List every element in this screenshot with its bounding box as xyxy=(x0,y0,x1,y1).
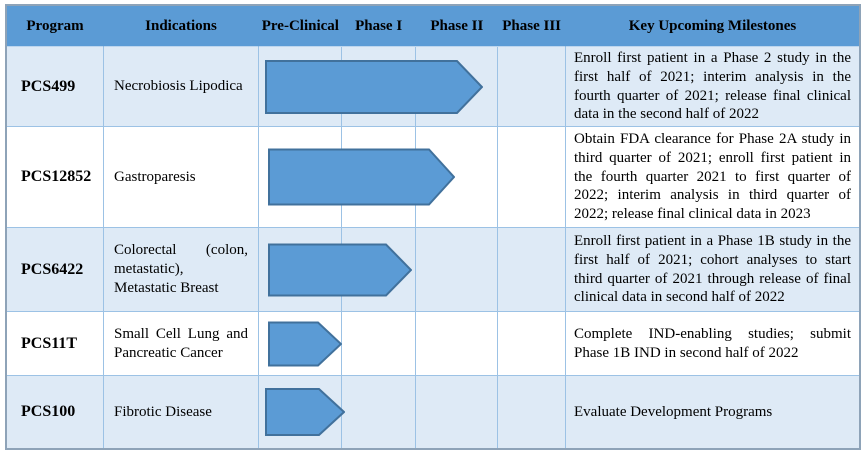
table-row: PCS12852 Gastroparesis Obtain FDA cleara… xyxy=(7,127,859,228)
indication-cell: Necrobiosis Lipodica xyxy=(104,47,259,127)
indication-cell: Colorectal (colon, metastatic), Metastat… xyxy=(104,228,259,312)
milestone-text: Complete IND-enabling studies; submit Ph… xyxy=(574,325,851,361)
phase-track xyxy=(259,127,566,228)
pipeline-progress-arrow xyxy=(265,59,483,114)
program-cell: PCS6422 xyxy=(7,228,104,312)
header-phase-columns: Pre-Clinical Phase I Phase II Phase III xyxy=(259,6,566,47)
table-row: PCS6422 Colorectal (colon, metastatic), … xyxy=(7,228,859,312)
program-cell: PCS499 xyxy=(7,47,104,127)
program-cell: PCS100 xyxy=(7,376,104,448)
phase-track xyxy=(259,312,566,376)
milestone-cell: Obtain FDA clearance for Phase 2A study … xyxy=(566,127,859,228)
pipeline-progress-arrow xyxy=(268,243,412,296)
header-cell-milestones: Key Upcoming Milestones xyxy=(566,6,859,47)
program-cell: PCS12852 xyxy=(7,127,104,228)
indication-cell: Small Cell Lung and Pancreatic Cancer xyxy=(104,312,259,376)
table-row: PCS11T Small Cell Lung and Pancreatic Ca… xyxy=(7,312,859,376)
header-label: Program xyxy=(26,17,84,34)
table-row: PCS499 Necrobiosis Lipodica Enroll first… xyxy=(7,47,859,127)
header-label: Phase I xyxy=(355,17,403,34)
milestone-cell: Complete IND-enabling studies; submit Ph… xyxy=(566,312,859,376)
header-label: Phase III xyxy=(502,17,561,34)
header-cell-phase2: Phase II xyxy=(416,6,499,46)
header-cell-preclinical: Pre-Clinical xyxy=(259,6,342,46)
milestone-cell: Enroll first patient in a Phase 1B study… xyxy=(566,228,859,312)
milestone-text: Enroll first patient in a Phase 1B study… xyxy=(574,232,851,306)
header-cell-phase3: Phase III xyxy=(498,6,565,46)
indication-text: Colorectal (colon, metastatic), Metastat… xyxy=(114,242,248,296)
pipeline-progress-arrow xyxy=(268,148,455,206)
phase-track xyxy=(259,376,566,448)
milestone-text: Enroll first patient in a Phase 2 study … xyxy=(574,49,851,123)
indication-text: Necrobiosis Lipodica xyxy=(114,78,243,95)
milestone-cell: Evaluate Development Programs xyxy=(566,376,859,448)
header-label: Pre-Clinical xyxy=(261,17,339,34)
header-row: Program Indications Pre-Clinical Phase I… xyxy=(7,6,859,47)
header-cell-phase1: Phase I xyxy=(342,6,416,46)
pipeline-progress-arrow xyxy=(265,388,345,436)
header-label: Indications xyxy=(145,17,217,34)
header-label: Phase II xyxy=(430,17,484,34)
milestone-text: Evaluate Development Programs xyxy=(574,403,773,420)
phase-track xyxy=(259,47,566,127)
indication-text: Small Cell Lung and Pancreatic Cancer xyxy=(114,325,248,361)
header-label: Key Upcoming Milestones xyxy=(628,17,797,34)
indication-cell: Gastroparesis xyxy=(104,127,259,228)
header-cell-indications: Indications xyxy=(104,6,259,47)
program-cell: PCS11T xyxy=(7,312,104,376)
milestone-cell: Enroll first patient in a Phase 2 study … xyxy=(566,47,859,127)
milestone-text: Obtain FDA clearance for Phase 2A study … xyxy=(574,130,851,223)
indication-text: Fibrotic Disease xyxy=(114,403,212,420)
header-cell-program: Program xyxy=(7,6,104,47)
table-row: PCS100 Fibrotic Disease Evaluate Develop… xyxy=(7,376,859,448)
pipeline-progress-arrow xyxy=(268,321,342,366)
clinical-pipeline-table: Program Indications Pre-Clinical Phase I… xyxy=(5,4,861,450)
phase-track xyxy=(259,228,566,312)
indication-text: Gastroparesis xyxy=(114,168,196,185)
indication-cell: Fibrotic Disease xyxy=(104,376,259,448)
